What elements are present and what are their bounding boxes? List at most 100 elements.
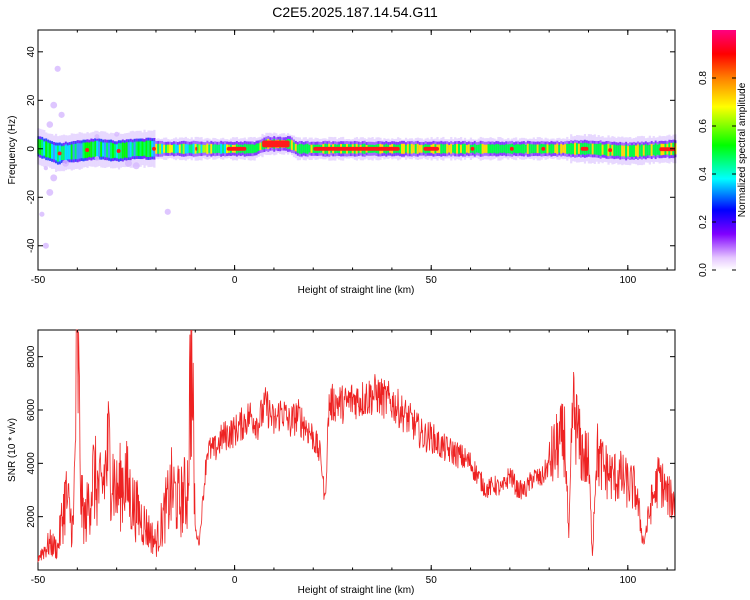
heatmap-core-cell <box>418 144 421 153</box>
heatmap-core-cell <box>517 144 520 154</box>
heatmap-core-cell <box>544 144 547 154</box>
heatmap-core-cell <box>593 143 596 155</box>
heatmap-core-cell <box>595 143 598 155</box>
heatmap-peak-cell <box>116 149 121 153</box>
heatmap-peak-cell <box>470 146 475 151</box>
heatmap-core-cell <box>145 140 148 157</box>
heatmap-core-cell <box>165 144 168 153</box>
heatmap-peak-cell <box>85 148 90 152</box>
heatmap-core-cell <box>577 143 581 154</box>
heatmap-core-cell <box>613 144 616 157</box>
heatmap-core-cell <box>416 143 419 154</box>
heatmap-core-cell <box>408 144 412 154</box>
heatmap-core-cell <box>640 144 644 157</box>
heatmap-core-cell <box>141 141 144 157</box>
heatmap-core-cell <box>513 145 516 153</box>
snr-series-line <box>37 329 675 563</box>
heatmap-core-cell <box>169 144 172 153</box>
heatmap-core-cell <box>163 144 166 153</box>
heatmap-core-cell <box>456 144 459 154</box>
spectrogram-ytick-label: 0 <box>26 146 37 152</box>
heatmap-peak-cell <box>580 146 589 151</box>
spectrogram-xtick-label: 0 <box>232 275 238 286</box>
heatmap-core-cell <box>43 141 46 156</box>
heatmap-core-cell <box>481 143 484 154</box>
heatmap-core-cell <box>98 141 101 157</box>
heatmap-core-cell <box>520 144 524 154</box>
heatmap-core-cell <box>135 141 138 157</box>
heatmap-core-cell <box>495 143 498 154</box>
heatmap-core-cell <box>568 144 571 154</box>
heatmap-core-cell <box>302 144 305 153</box>
heatmap-core-cell <box>570 143 573 155</box>
heatmap-core-cell <box>218 144 221 153</box>
heatmap-core-cell <box>599 143 602 156</box>
heatmap-core-cell <box>186 144 189 154</box>
heatmap-core-cell <box>76 143 79 160</box>
heatmap-core-cell <box>290 140 294 151</box>
heatmap-core-cell <box>251 144 254 154</box>
heatmap-core-cell <box>304 144 307 154</box>
heatmap-core-cell <box>530 144 533 154</box>
heatmap-core-cell <box>410 143 414 154</box>
heatmap-core-cell <box>558 144 561 153</box>
heatmap-core-cell <box>104 142 107 158</box>
heatmap-core-cell <box>574 142 577 155</box>
heatmap-core-cell <box>139 141 142 157</box>
colorbar: 0.0 0.2 0.4 0.6 0.8 Normalized spectral ampl… <box>698 30 748 277</box>
heatmap-core-cell <box>288 139 292 149</box>
heatmap-core-cell <box>200 144 203 154</box>
heatmap-core-cell <box>161 143 164 154</box>
heatmap-core-cell <box>546 144 549 154</box>
heatmap-core-cell <box>137 141 140 157</box>
spectrogram-ytick-label: -20 <box>26 190 37 205</box>
heatmap-core-cell <box>47 142 50 158</box>
heatmap-core-cell <box>216 144 219 153</box>
heatmap-core-cell <box>64 144 68 161</box>
heatmap-core-cell <box>402 143 406 154</box>
heatmap-noise-cell <box>46 188 54 196</box>
heatmap-core-cell <box>245 144 248 154</box>
spectrogram-xlabel: Height of straight line (km) <box>298 285 415 296</box>
heatmap-core-cell <box>633 144 636 157</box>
heatmap-core-cell <box>631 145 634 157</box>
heatmap-core-cell <box>621 145 624 157</box>
heatmap-core-cell <box>202 144 205 153</box>
colorbar-tick-label: 0.6 <box>698 119 709 133</box>
heatmap-peak-cell <box>152 146 156 151</box>
heatmap-core-cell <box>483 144 486 153</box>
heatmap-core-cell <box>518 144 522 153</box>
heatmap-core-cell <box>642 145 646 156</box>
chart-title: C2E5.2025.187.14.54.G11 <box>272 4 438 20</box>
heatmap-core-cell <box>467 144 471 154</box>
heatmap-core-cell <box>60 146 64 161</box>
heatmap-core-cell <box>440 143 443 154</box>
heatmap-core-cell <box>72 143 75 160</box>
heatmap-core-cell <box>198 144 201 154</box>
heatmap-core-cell <box>113 144 117 158</box>
heatmap-core-cell <box>206 143 209 154</box>
heatmap-core-cell <box>654 143 657 157</box>
colorbar-tick-label: 0.8 <box>698 71 709 85</box>
heatmap-core-cell <box>548 144 551 153</box>
heatmap-core-cell <box>180 143 184 154</box>
heatmap-core-cell <box>493 144 496 153</box>
heatmap-core-cell <box>192 143 195 154</box>
heatmap-core-cell <box>96 140 99 157</box>
heatmap-peak-cell <box>541 146 546 151</box>
heatmap-core-cell <box>489 144 492 153</box>
heatmap-core-cell <box>487 144 490 154</box>
heatmap-core-cell <box>159 143 162 154</box>
heatmap-core-cell <box>88 142 91 157</box>
heatmap-core-cell <box>497 144 500 154</box>
heatmap-core-cell <box>102 142 105 157</box>
heatmap-core-cell <box>92 141 95 157</box>
heatmap-core-cell <box>292 142 296 151</box>
snr-ytick-label: 6000 <box>26 398 37 421</box>
heatmap-core-cell <box>501 144 504 154</box>
heatmap-core-cell <box>298 143 301 154</box>
heatmap-core-cell <box>214 144 217 154</box>
heatmap-core-cell <box>401 143 404 154</box>
heatmap-core-cell <box>178 144 182 154</box>
heatmap-core-cell <box>597 143 600 155</box>
